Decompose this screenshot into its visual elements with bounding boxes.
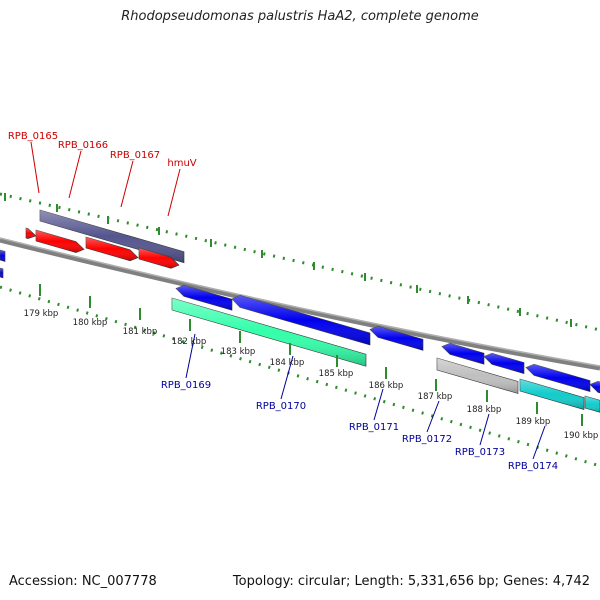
tick-label: 186 kbp — [369, 381, 404, 391]
leader-line — [68, 150, 82, 199]
gene-rpb-0166-shade — [36, 230, 84, 253]
gene-right-edge — [589, 381, 600, 394]
gene-left-edge-2-shade — [0, 268, 3, 278]
feature-hmu-operon — [39, 209, 185, 264]
feature-cyan-shade — [520, 379, 584, 410]
leader-line — [120, 160, 134, 208]
tick-label: 183 kbp — [221, 347, 256, 357]
gene-rpb-0167-shade — [86, 237, 138, 261]
tick-label: 185 kbp — [319, 369, 354, 379]
gene-hmuv — [138, 247, 180, 269]
leader-line — [426, 400, 440, 433]
gene-rpb-0169-shade — [176, 285, 232, 311]
feature-hmu-operon-shade — [40, 210, 184, 263]
ruler-ticks: 179 kbp 180 kbp 181 kbp 182 kbp 183 kbp 184 k… — [4, 193, 599, 441]
lower-dotted-line — [0, 285, 600, 468]
gene-rpb-0170 — [231, 295, 371, 346]
gene-label-reverse: RPB_0170 — [256, 401, 306, 412]
feature-cyan-edge-shade — [585, 396, 600, 413]
tick-label: 190 kbp — [564, 431, 599, 441]
track-dotted-lines — [0, 192, 600, 468]
gene-left-edge-2 — [0, 267, 4, 279]
feature-cyan-edge — [584, 395, 600, 413]
backbone-line — [0, 237, 600, 371]
backbone-highlight — [0, 237, 600, 367]
gene-label-forward: RPB_0165 — [8, 131, 58, 142]
gene-label-reverse: RPB_0171 — [349, 422, 399, 433]
gene-rpb-0169 — [175, 285, 233, 311]
gene-left-edge-shade — [0, 250, 5, 262]
gene-rpb-0165-shade — [26, 228, 36, 239]
gene-label-forward: hmuV — [167, 158, 196, 169]
gene-rpb-0166 — [35, 229, 85, 253]
feature-gray-shade — [437, 358, 518, 394]
gene-rpb-0165 — [25, 227, 37, 239]
feature-track — [39, 209, 600, 413]
gene-track — [0, 227, 600, 394]
leader-line — [479, 413, 490, 446]
leader-line — [532, 425, 546, 460]
leader-line — [280, 355, 294, 400]
gene-label-reverse: RPB_0173 — [455, 447, 505, 458]
tick-label: 187 kbp — [418, 392, 453, 402]
leader-line — [185, 333, 196, 379]
gene-label-reverse: RPB_0172 — [402, 434, 452, 445]
feature-cyan — [519, 378, 585, 410]
gene-rpb-0173 — [483, 353, 525, 374]
gene-rpb-0173-shade — [484, 353, 524, 374]
gene-rpb-0174-shade — [526, 364, 590, 392]
gene-hmuv-shade — [139, 248, 179, 269]
gene-label-forward: RPB_0166 — [58, 140, 108, 151]
leader-line — [30, 141, 40, 194]
gene-rpb-0172 — [441, 343, 485, 365]
tick-label: 180 kbp — [73, 318, 108, 328]
tick-label: 184 kbp — [270, 358, 305, 368]
label-leader-lines — [30, 141, 546, 460]
gene-rpb-0171-shade — [370, 326, 423, 351]
feature-green — [171, 297, 367, 367]
accession-label: Accession: NC_007778 — [9, 574, 157, 589]
leader-line — [373, 388, 384, 421]
tick-label: 189 kbp — [516, 417, 551, 427]
tick-label: 179 kbp — [24, 309, 59, 319]
tick-label: 188 kbp — [467, 405, 502, 415]
gene-rpb-0171 — [369, 326, 424, 351]
gene-label-reverse: RPB_0169 — [161, 380, 211, 391]
gene-label-forward: RPB_0167 — [110, 150, 160, 161]
gene-rpb-0172-shade — [442, 343, 484, 365]
tick-label: 182 kbp — [172, 337, 207, 347]
gene-rpb-0170-shade — [232, 295, 370, 346]
gene-rpb-0174 — [525, 364, 591, 392]
gene-left-edge — [0, 249, 6, 262]
feature-gray — [436, 357, 519, 394]
feature-green-shade — [172, 298, 366, 367]
genome-backbone — [0, 237, 600, 371]
gene-right-edge-shade — [590, 381, 600, 393]
leader-line — [167, 168, 181, 217]
tick-label: 181 kbp — [123, 327, 158, 337]
gene-rpb-0167 — [85, 236, 139, 262]
genome-title: Rhodopseudomonas palustris HaA2, complet… — [121, 9, 479, 24]
topology-label: Topology: circular; Length: 5,331,656 bp… — [232, 574, 590, 589]
gene-label-reverse: RPB_0174 — [508, 461, 558, 472]
